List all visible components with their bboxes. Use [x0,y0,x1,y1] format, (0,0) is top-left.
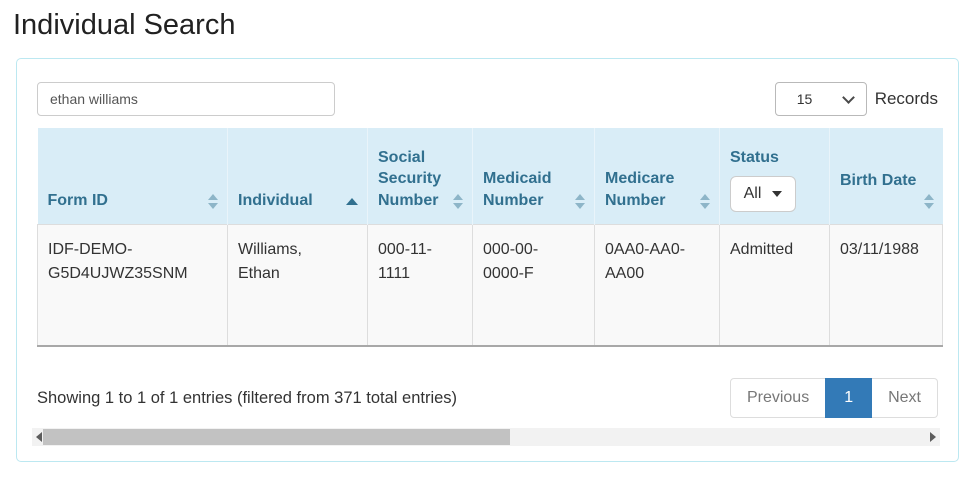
sort-icon [923,193,934,209]
column-header-individual[interactable]: Individual [227,128,368,224]
page-title: Individual Search [13,9,236,41]
search-input[interactable] [37,82,335,116]
column-header-medicare-number[interactable]: Medicare Number [594,128,720,224]
sort-icon [575,193,585,209]
cell-individual: Williams, Ethan [227,223,368,346]
column-header-birth-date[interactable]: Birth Date [829,128,943,224]
table-footer: Showing 1 to 1 of 1 entries (filtered fr… [37,378,938,418]
status-filter-dropdown[interactable]: All [730,175,796,212]
cell-medicare-number: 0AA0-AA0-AA00 [594,223,720,346]
toolbar: 15 Records [37,82,938,116]
records-label: Records [874,89,938,108]
cell-status: Admitted [719,223,830,346]
column-label: Individual [238,191,313,209]
column-header-form-id[interactable]: Form ID [37,128,228,224]
chevron-down-icon [841,90,855,104]
column-header-medicaid-number[interactable]: Medicaid Number [472,128,595,224]
records-group: 15 Records [774,82,938,116]
column-header-status: Status All [719,128,830,224]
caret-down-icon [772,190,783,197]
pagination: Previous 1 Next [729,378,938,418]
column-label: Birth Date [840,171,917,189]
next-page-button[interactable]: Next [872,378,938,418]
previous-page-button[interactable]: Previous [729,378,827,418]
status-filter-value: All [743,184,762,202]
cell-form-id: IDF-DEMO-G5D4UJWZ35SNM [37,223,228,346]
column-label: Medicaid Number [483,170,552,209]
column-label: Social Security Number [378,148,442,209]
entries-summary: Showing 1 to 1 of 1 entries (filtered fr… [37,388,458,407]
column-header-ssn[interactable]: Social Security Number [367,128,473,224]
cell-ssn: 000-11-1111 [367,223,473,346]
scroll-left-icon[interactable] [36,432,42,442]
horizontal-scrollbar[interactable] [32,428,940,446]
records-per-page-value: 15 [796,91,813,107]
column-label: Form ID [47,191,108,209]
sort-icon [700,193,710,209]
scroll-right-icon[interactable] [930,432,936,442]
sort-icon [208,193,218,209]
records-per-page-select[interactable]: 15 [774,82,867,116]
search-results-panel: 15 Records Form ID Individual [16,58,959,462]
cell-medicaid-number: 000-00-0000-F [472,223,595,346]
table-body: IDF-DEMO-G5D4UJWZ35SNM Williams, Ethan 0… [37,223,943,346]
results-table: Form ID Individual Social Security Numbe… [37,128,943,347]
table-header: Form ID Individual Social Security Numbe… [37,128,943,224]
scrollbar-thumb[interactable] [43,429,510,445]
column-label: Medicare Number [605,170,675,209]
sort-icon [453,193,463,209]
table-row[interactable]: IDF-DEMO-G5D4UJWZ35SNM Williams, Ethan 0… [37,223,943,346]
page-1-button[interactable]: 1 [825,378,873,418]
sort-ascending-icon [346,197,358,205]
cell-birth-date: 03/11/1988 [829,223,943,346]
column-label: Status [730,148,779,166]
